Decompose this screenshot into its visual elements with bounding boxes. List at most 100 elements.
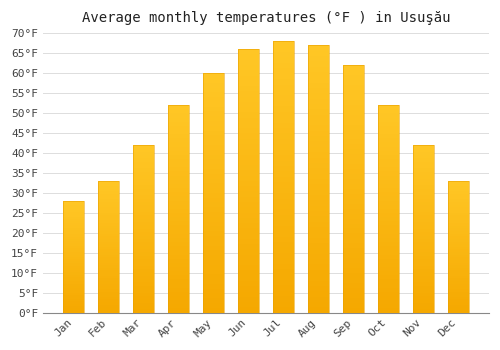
Bar: [168, 259, 189, 263]
Bar: [308, 211, 329, 216]
Bar: [378, 238, 398, 242]
Bar: [378, 155, 398, 159]
Bar: [412, 276, 434, 279]
Bar: [273, 296, 294, 302]
Bar: [133, 152, 154, 155]
Bar: [448, 252, 468, 255]
Bar: [448, 189, 468, 191]
Bar: [308, 307, 329, 313]
Bar: [343, 149, 364, 154]
Bar: [203, 73, 224, 78]
Bar: [63, 261, 84, 264]
Bar: [273, 166, 294, 172]
Bar: [412, 309, 434, 313]
Bar: [98, 212, 119, 215]
Bar: [203, 78, 224, 83]
Bar: [203, 212, 224, 217]
Bar: [412, 303, 434, 306]
Bar: [378, 300, 398, 304]
Bar: [412, 225, 434, 229]
Bar: [448, 284, 468, 286]
Bar: [308, 291, 329, 296]
Bar: [273, 188, 294, 193]
Bar: [412, 189, 434, 192]
Bar: [203, 73, 224, 313]
Bar: [412, 215, 434, 219]
Bar: [412, 145, 434, 148]
Bar: [378, 109, 398, 113]
Bar: [98, 273, 119, 276]
Bar: [378, 209, 398, 213]
Bar: [273, 269, 294, 275]
Bar: [273, 199, 294, 204]
Bar: [203, 294, 224, 298]
Bar: [378, 259, 398, 263]
Bar: [448, 236, 468, 239]
Bar: [448, 210, 468, 212]
Bar: [168, 221, 189, 225]
Bar: [63, 297, 84, 299]
Bar: [98, 183, 119, 186]
Bar: [133, 168, 154, 172]
Bar: [273, 172, 294, 177]
Bar: [343, 159, 364, 164]
Bar: [448, 186, 468, 189]
Bar: [63, 308, 84, 310]
Bar: [308, 77, 329, 83]
Bar: [98, 236, 119, 239]
Bar: [412, 236, 434, 239]
Bar: [168, 122, 189, 126]
Bar: [168, 109, 189, 113]
Bar: [98, 310, 119, 313]
Bar: [168, 192, 189, 196]
Bar: [412, 148, 434, 152]
Bar: [238, 49, 259, 55]
Bar: [273, 286, 294, 291]
Bar: [203, 164, 224, 169]
Bar: [448, 265, 468, 268]
Bar: [308, 216, 329, 222]
Bar: [98, 271, 119, 273]
Bar: [378, 130, 398, 134]
Bar: [168, 105, 189, 313]
Bar: [448, 307, 468, 310]
Bar: [343, 268, 364, 273]
Bar: [63, 264, 84, 266]
Bar: [308, 222, 329, 227]
Bar: [168, 147, 189, 151]
Bar: [203, 131, 224, 135]
Bar: [378, 284, 398, 288]
Bar: [133, 155, 154, 159]
Bar: [98, 223, 119, 226]
Bar: [63, 223, 84, 225]
Bar: [412, 286, 434, 289]
Bar: [412, 296, 434, 299]
Bar: [238, 260, 259, 265]
Bar: [98, 186, 119, 189]
Bar: [238, 170, 259, 176]
Bar: [203, 183, 224, 188]
Bar: [343, 243, 364, 248]
Bar: [203, 255, 224, 260]
Bar: [378, 163, 398, 167]
Bar: [133, 239, 154, 242]
Bar: [378, 304, 398, 308]
Bar: [203, 135, 224, 140]
Bar: [273, 96, 294, 101]
Bar: [238, 302, 259, 307]
Bar: [412, 209, 434, 212]
Bar: [63, 272, 84, 275]
Bar: [273, 63, 294, 68]
Bar: [98, 276, 119, 278]
Bar: [308, 141, 329, 147]
Bar: [168, 201, 189, 205]
Bar: [448, 278, 468, 281]
Bar: [203, 116, 224, 121]
Bar: [98, 305, 119, 307]
Bar: [203, 169, 224, 174]
Bar: [98, 226, 119, 228]
Bar: [308, 56, 329, 61]
Bar: [273, 210, 294, 215]
Bar: [448, 268, 468, 271]
Bar: [63, 237, 84, 239]
